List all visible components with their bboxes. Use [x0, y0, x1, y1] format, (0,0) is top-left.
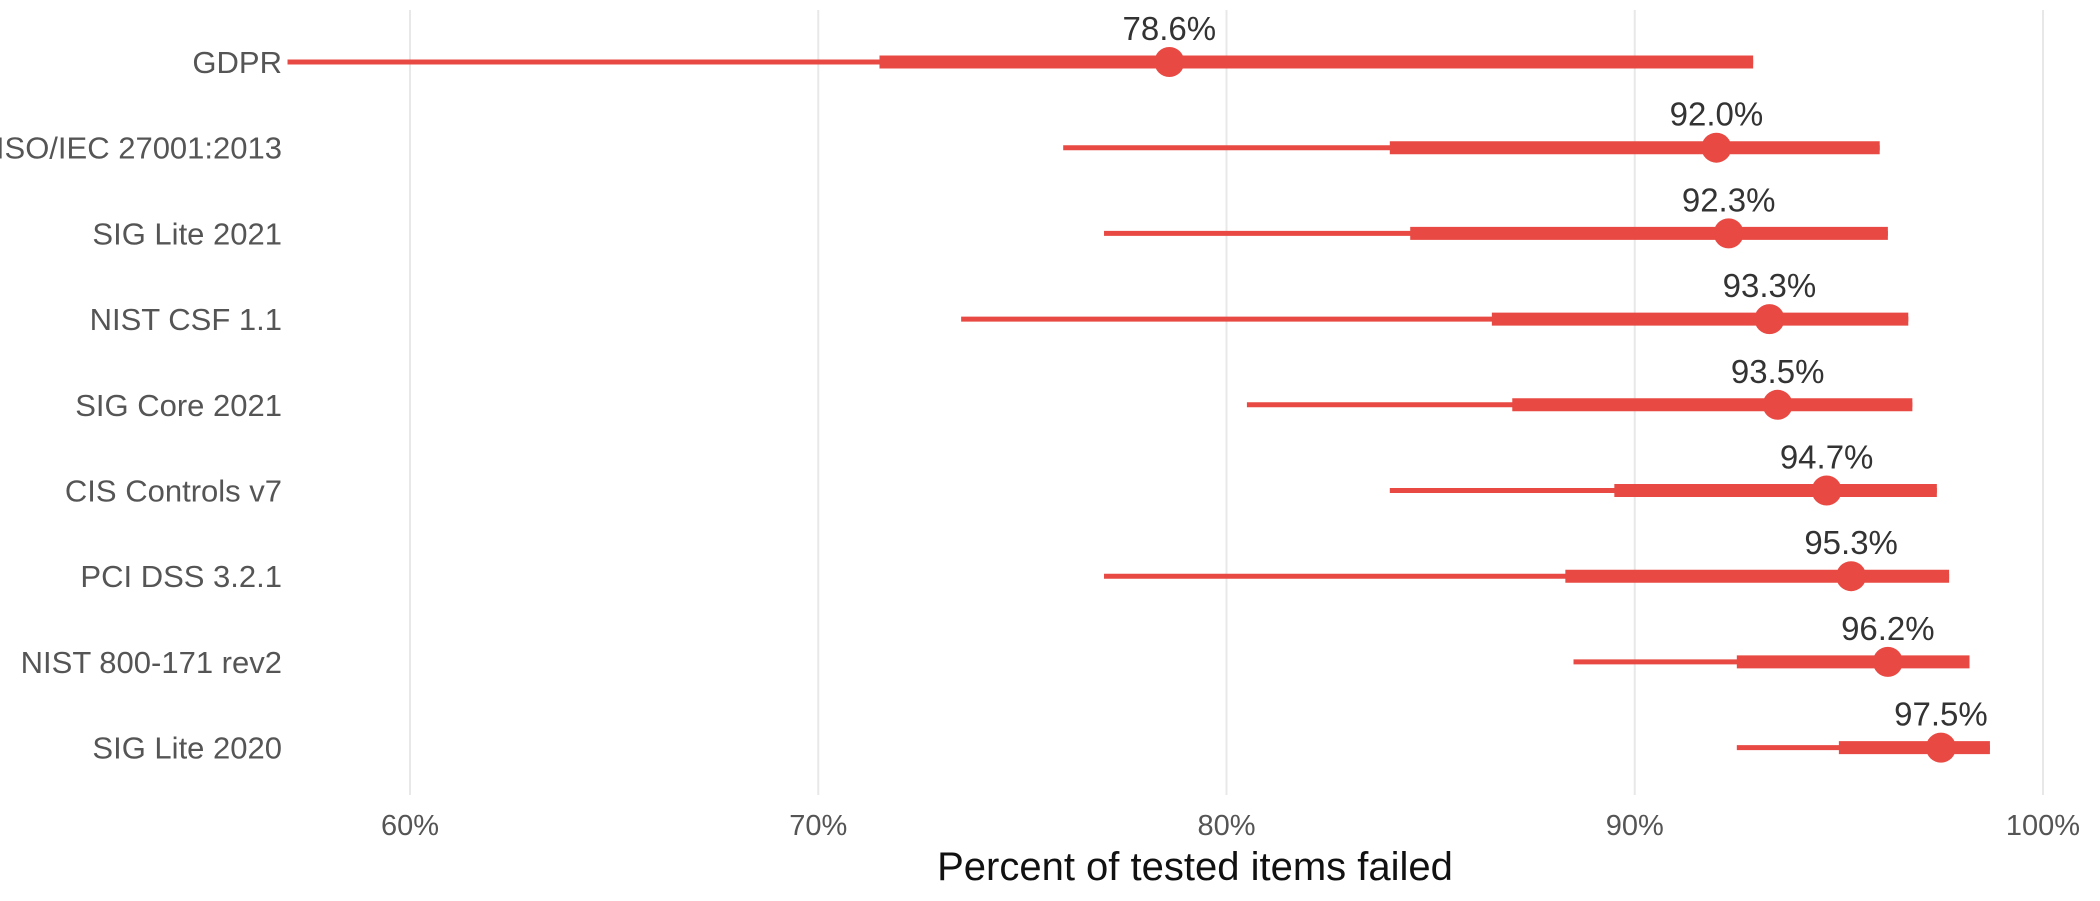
chart-row: NIST 800-171 rev2 96.2%: [21, 610, 1970, 680]
category-label: PCI DSS 3.2.1: [80, 559, 282, 594]
chart-row: SIG Core 2021 93.5%: [75, 353, 1913, 423]
point-estimate: [1872, 646, 1903, 677]
chart-row: SIG Lite 2021 92.3%: [92, 181, 1888, 251]
category-label: GDPR: [192, 45, 282, 80]
x-axis-title: Percent of tested items failed: [937, 845, 1453, 889]
data-label: 78.6%: [1123, 10, 1217, 47]
category-label: ISO/IEC 27001:2013: [0, 131, 282, 166]
chart-row: GDPR 78.6%: [192, 10, 1754, 80]
category-label: SIG Lite 2020: [92, 731, 282, 766]
point-estimate: [1762, 389, 1793, 420]
point-estimate: [1754, 304, 1785, 335]
point-estimate: [1811, 475, 1842, 506]
data-label: 92.0%: [1670, 96, 1764, 133]
data-label: 92.3%: [1682, 181, 1776, 218]
chart-row: ISO/IEC 27001:2013 92.0%: [0, 96, 1880, 166]
data-label: 94.7%: [1780, 439, 1874, 476]
x-tick-label: 70%: [789, 810, 847, 842]
data-label: 95.3%: [1804, 524, 1898, 561]
point-estimate: [1713, 218, 1744, 249]
point-estimate: [1701, 132, 1732, 163]
x-tick-label: 100%: [2006, 810, 2080, 842]
chart-row: SIG Lite 2020 97.5%: [92, 696, 1990, 766]
category-label: SIG Core 2021: [75, 388, 282, 423]
x-axis-ticks: 60% 70% 80% 90% 100%: [381, 810, 2080, 842]
x-tick-label: 80%: [1197, 810, 1255, 842]
x-tick-label: 60%: [381, 810, 439, 842]
chart-row: CIS Controls v7 94.7%: [65, 439, 1937, 509]
point-estimate: [1154, 47, 1185, 77]
category-label: NIST CSF 1.1: [90, 302, 282, 337]
point-estimate: [1836, 561, 1867, 592]
point-estimate: [1925, 732, 1956, 763]
category-label: NIST 800-171 rev2: [21, 645, 282, 680]
category-label: SIG Lite 2021: [92, 216, 282, 251]
data-label: 96.2%: [1841, 610, 1935, 647]
data-label: 93.5%: [1731, 353, 1825, 390]
chart-row: PCI DSS 3.2.1 95.3%: [80, 524, 1950, 594]
chart-row: NIST CSF 1.1 93.3%: [90, 267, 1909, 337]
data-label: 93.3%: [1723, 267, 1817, 304]
x-tick-label: 90%: [1606, 810, 1664, 842]
data-label: 97.5%: [1894, 696, 1988, 733]
chart-rows: GDPR 78.6% ISO/IEC 27001:2013 92.0% SIG Lite…: [0, 10, 1990, 766]
category-label: CIS Controls v7: [65, 474, 282, 509]
